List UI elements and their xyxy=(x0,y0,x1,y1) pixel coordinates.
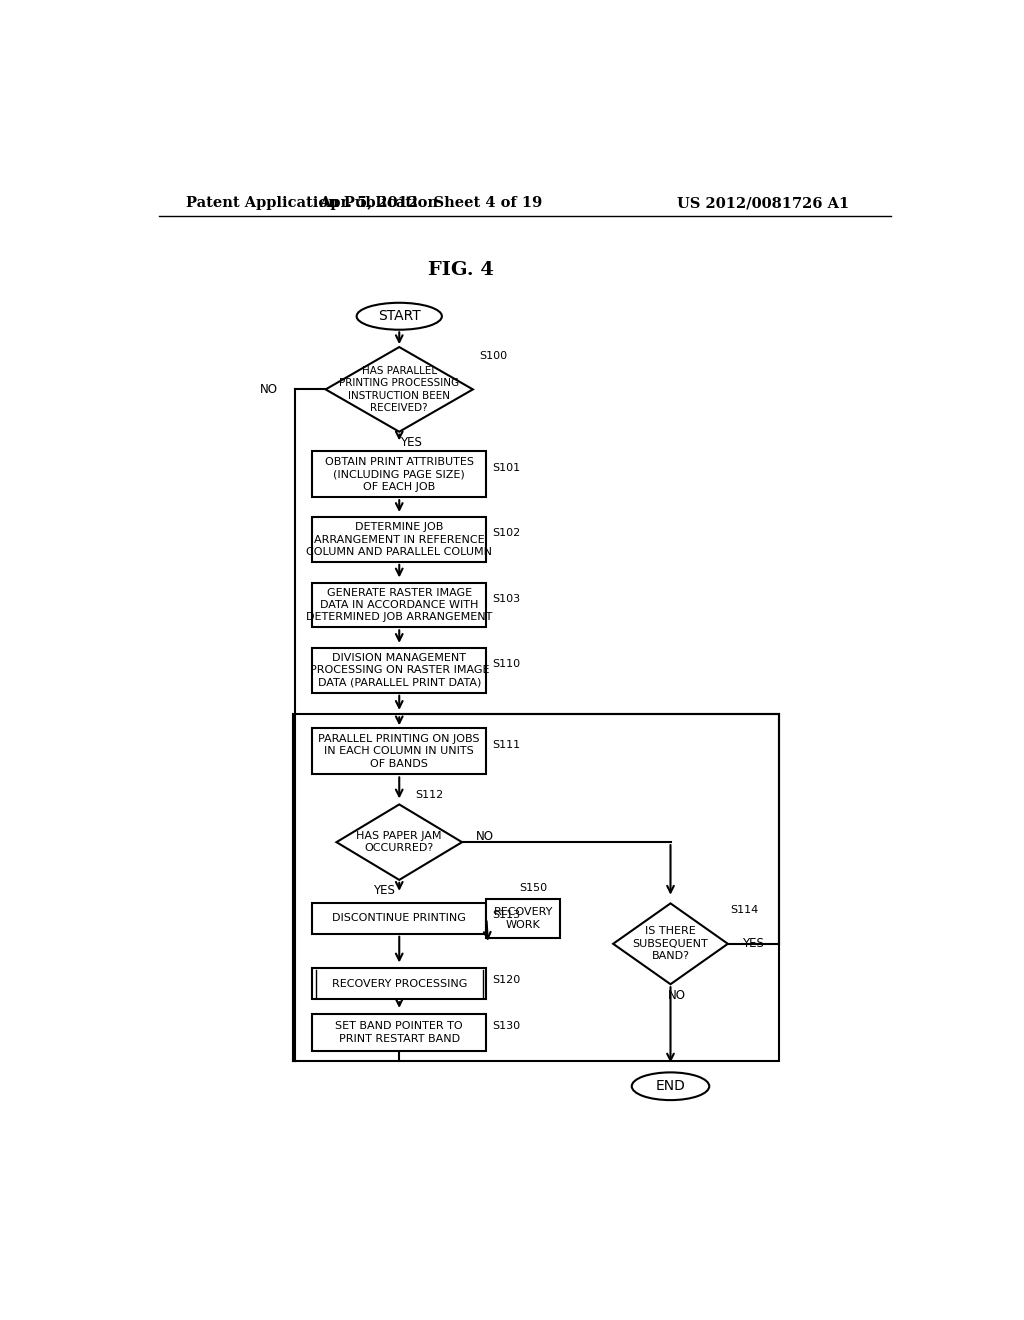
Text: DETERMINE JOB
ARRANGEMENT IN REFERENCE
COLUMN AND PARALLEL COLUMN: DETERMINE JOB ARRANGEMENT IN REFERENCE C… xyxy=(306,523,493,557)
Text: SET BAND POINTER TO
PRINT RESTART BAND: SET BAND POINTER TO PRINT RESTART BAND xyxy=(336,1022,463,1044)
Text: S102: S102 xyxy=(493,528,521,539)
Text: GENERATE RASTER IMAGE
DATA IN ACCORDANCE WITH
DETERMINED JOB ARRANGEMENT: GENERATE RASTER IMAGE DATA IN ACCORDANCE… xyxy=(306,587,493,623)
Text: START: START xyxy=(378,309,421,323)
Text: S114: S114 xyxy=(730,904,759,915)
Bar xyxy=(312,582,486,627)
Bar xyxy=(312,969,486,999)
Text: NO: NO xyxy=(476,829,494,842)
Bar xyxy=(312,903,486,933)
Bar xyxy=(312,517,486,562)
Text: S100: S100 xyxy=(479,351,507,362)
Text: RECOVERY PROCESSING: RECOVERY PROCESSING xyxy=(332,979,467,989)
Text: YES: YES xyxy=(741,937,764,950)
Ellipse shape xyxy=(356,302,442,330)
Text: OBTAIN PRINT ATTRIBUTES
(INCLUDING PAGE SIZE)
OF EACH JOB: OBTAIN PRINT ATTRIBUTES (INCLUDING PAGE … xyxy=(325,457,474,491)
Text: IS THERE
SUBSEQUENT
BAND?: IS THERE SUBSEQUENT BAND? xyxy=(633,927,709,961)
Text: DISCONTINUE PRINTING: DISCONTINUE PRINTING xyxy=(333,913,466,924)
Text: S112: S112 xyxy=(415,791,443,800)
Text: S111: S111 xyxy=(493,741,521,750)
Text: HAS PAPER JAM
OCCURRED?: HAS PAPER JAM OCCURRED? xyxy=(356,832,442,853)
Bar xyxy=(312,648,486,693)
Text: RECOVERY
WORK: RECOVERY WORK xyxy=(494,907,553,929)
Ellipse shape xyxy=(632,1072,710,1100)
Text: PARALLEL PRINTING ON JOBS
IN EACH COLUMN IN UNITS
OF BANDS: PARALLEL PRINTING ON JOBS IN EACH COLUMN… xyxy=(318,734,480,768)
Text: S150: S150 xyxy=(519,883,548,892)
Bar xyxy=(312,451,486,498)
Text: NO: NO xyxy=(668,989,686,1002)
Text: S110: S110 xyxy=(493,659,521,669)
Text: END: END xyxy=(655,1080,685,1093)
Bar xyxy=(312,729,486,775)
Text: NO: NO xyxy=(259,383,278,396)
Bar xyxy=(312,1014,486,1051)
Text: Apr. 5, 2012   Sheet 4 of 19: Apr. 5, 2012 Sheet 4 of 19 xyxy=(318,197,542,210)
Text: YES: YES xyxy=(373,884,394,898)
Text: HAS PARALLEL
PRINTING PROCESSING
INSTRUCTION BEEN
RECEIVED?: HAS PARALLEL PRINTING PROCESSING INSTRUC… xyxy=(339,366,460,413)
Text: FIG. 4: FIG. 4 xyxy=(428,261,495,279)
Text: YES: YES xyxy=(400,436,422,449)
Polygon shape xyxy=(326,347,473,432)
Text: US 2012/0081726 A1: US 2012/0081726 A1 xyxy=(677,197,850,210)
Text: S120: S120 xyxy=(493,975,521,985)
Bar xyxy=(293,714,779,1061)
Bar xyxy=(486,899,560,937)
Text: S101: S101 xyxy=(493,463,521,473)
Polygon shape xyxy=(337,804,462,880)
Text: S113: S113 xyxy=(493,909,521,920)
Text: Patent Application Publication: Patent Application Publication xyxy=(186,197,438,210)
Text: S130: S130 xyxy=(493,1022,521,1031)
Text: DIVISION MANAGEMENT
PROCESSING ON RASTER IMAGE
DATA (PARALLEL PRINT DATA): DIVISION MANAGEMENT PROCESSING ON RASTER… xyxy=(309,653,489,688)
Polygon shape xyxy=(613,903,728,985)
Text: S103: S103 xyxy=(493,594,521,603)
